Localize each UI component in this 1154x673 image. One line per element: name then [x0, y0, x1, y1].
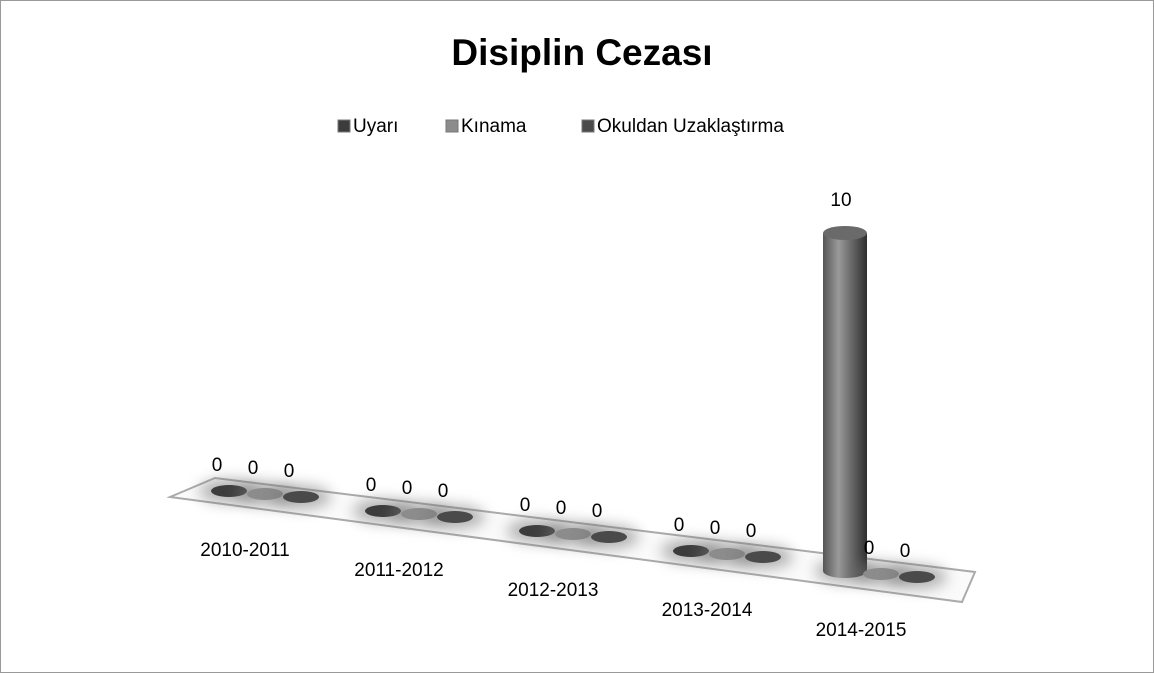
legend-label: Uyarı: [353, 116, 398, 137]
x-tick-label: 2014-2015: [816, 620, 907, 641]
cylinder-disc: [591, 531, 627, 543]
legend-label: Kınama: [461, 116, 527, 137]
data-label: 0: [438, 481, 449, 502]
cylinder-disc: [283, 491, 319, 503]
data-label: 0: [284, 461, 295, 482]
chart-title: Disiplin Cezası: [451, 32, 712, 73]
cylinder: [437, 511, 473, 523]
legend-swatch: [337, 119, 351, 133]
cylinder-top: [823, 226, 867, 240]
legend-label: Okuldan Uzaklaştırma: [597, 116, 784, 137]
cylinder: [823, 226, 867, 578]
data-label: 0: [674, 515, 685, 536]
data-label: 0: [520, 495, 531, 516]
data-label: 0: [556, 498, 567, 519]
data-label: 0: [366, 475, 377, 496]
data-label: 0: [402, 478, 413, 499]
x-tick-label: 2011-2012: [354, 560, 443, 581]
cylinder: [283, 491, 319, 503]
legend-item: Okuldan Uzaklaştırma: [581, 116, 784, 137]
legend-swatch: [445, 119, 459, 133]
legend-swatch: [581, 119, 595, 133]
cylinder-disc: [745, 551, 781, 563]
legend-item: Uyarı: [337, 116, 398, 137]
data-label: 0: [710, 518, 721, 539]
cylinder-disc: [899, 571, 935, 583]
x-tick-label: 2012-2013: [508, 580, 599, 601]
cylinder: [745, 551, 781, 563]
cylinder: [899, 571, 935, 583]
data-label: 0: [900, 541, 911, 562]
data-label: 0: [592, 501, 603, 522]
cylinder-body: [823, 233, 867, 571]
data-label: 0: [746, 521, 757, 542]
x-tick-label: 2013-2014: [662, 600, 753, 621]
data-label: 10: [830, 190, 851, 211]
cylinder: [591, 531, 627, 543]
x-tick-label: 2010-2011: [200, 540, 289, 561]
data-label: 0: [212, 455, 223, 476]
legend-item: Kınama: [445, 116, 527, 137]
data-label: 0: [248, 458, 259, 479]
cylinder-disc: [437, 511, 473, 523]
data-label: 0: [864, 538, 875, 559]
